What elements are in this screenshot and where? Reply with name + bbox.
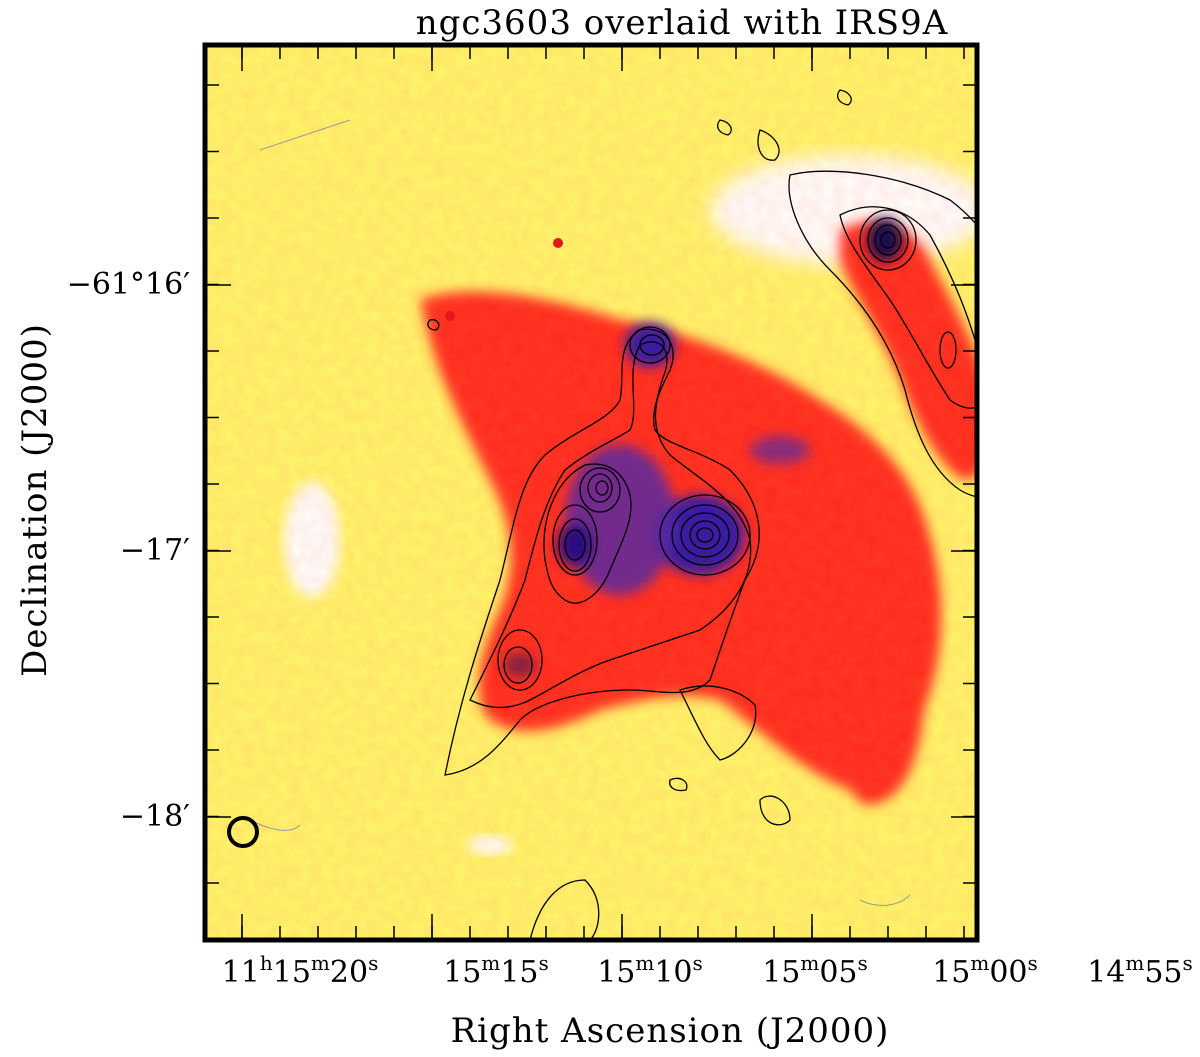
plot-frame [202, 42, 980, 943]
x-tick-label: 14m55s [1087, 951, 1193, 990]
y-tick-label: −18′ [120, 799, 190, 834]
chart-title: ngc3603 overlaid with IRS9A [416, 3, 949, 43]
compact-source-dot [445, 311, 455, 321]
beam-size-marker [227, 816, 259, 848]
irs9a-contours [427, 89, 977, 940]
axis-ticks [205, 45, 977, 940]
x-axis-tick-labels: 11h15m20s 15m15s 15m10s 15m05s 15m00s 14m55s [222, 951, 1193, 990]
y-axis-tick-labels: −61°16′ −17′ −18′ [67, 267, 190, 834]
x-tick-label: 15m15s [443, 951, 549, 990]
image-plot-area [205, 45, 977, 940]
y-axis-label: Declination (J2000) [15, 323, 55, 677]
x-tick-label: 15m10s [597, 951, 703, 990]
x-axis-label: Right Ascension (J2000) [451, 1011, 890, 1051]
y-tick-label: −61°16′ [67, 267, 190, 302]
x-tick-label: 15m00s [932, 951, 1038, 990]
x-tick-label: 15m05s [762, 951, 868, 990]
y-tick-label: −17′ [120, 533, 190, 568]
x-tick-label: 11h15m20s [222, 951, 379, 990]
compact-source-dot [553, 238, 563, 248]
